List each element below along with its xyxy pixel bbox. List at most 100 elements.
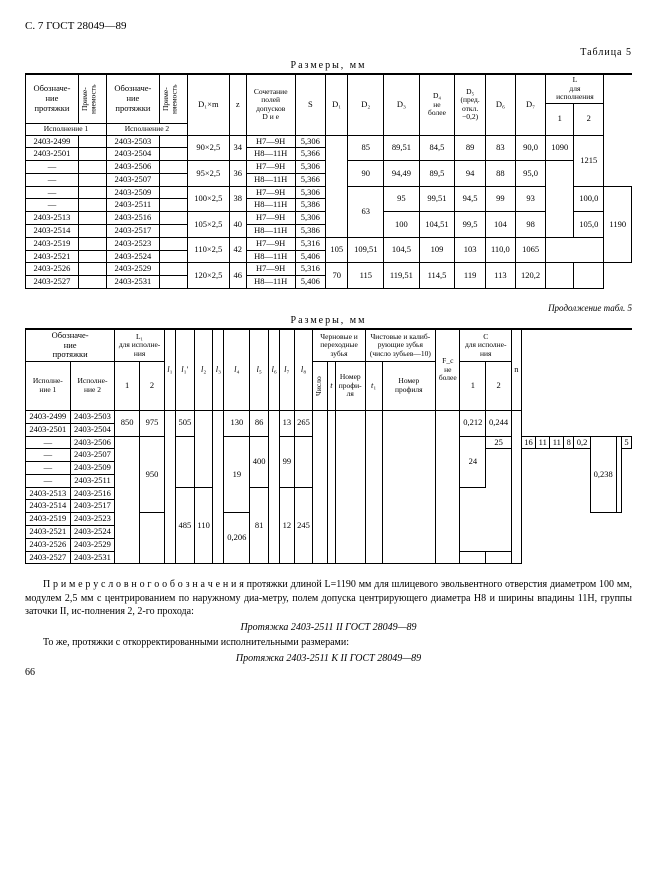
- th-soch: СочетаниеполейдопусковD и e: [246, 74, 295, 135]
- th-n1: 1: [546, 103, 574, 135]
- cell: —: [26, 462, 71, 475]
- cell: 5,386: [295, 199, 325, 212]
- cell: 8: [564, 436, 574, 449]
- cell: 2403-2506: [70, 436, 115, 449]
- th-d6: D₆: [485, 74, 515, 135]
- cell: [335, 411, 365, 564]
- cell: [159, 276, 187, 289]
- cell: 2403-2499: [26, 411, 71, 424]
- cell: 5,306: [295, 186, 325, 199]
- cell: [365, 411, 382, 564]
- cell: 94: [455, 161, 486, 187]
- cell: 5: [621, 436, 631, 449]
- cell: 93: [515, 186, 545, 212]
- cell: 2403-2506: [106, 161, 159, 174]
- cell: 46: [229, 263, 246, 289]
- cell: 2403-2529: [106, 263, 159, 276]
- cell: [486, 551, 512, 564]
- cell: 2403-2501: [26, 148, 79, 161]
- cell: 0,212: [460, 411, 486, 437]
- cell: H7—9H: [246, 186, 295, 199]
- cell: [164, 411, 175, 564]
- cell: 2403-2503: [106, 135, 159, 148]
- cell: 110×2,5: [187, 237, 229, 263]
- cell: [140, 513, 165, 564]
- table-5a: Обозначе-ниепротяжки Приме-няемость Обоз…: [25, 73, 632, 289]
- cell: 84,5: [419, 135, 455, 161]
- cell: 16: [521, 436, 535, 449]
- cell: [78, 148, 106, 161]
- th2-t: t: [328, 362, 336, 411]
- th-isp2: Исполнение 2: [106, 124, 187, 136]
- cell: 99: [280, 436, 294, 487]
- cell: 36: [229, 161, 246, 187]
- cell: 2403-2513: [26, 487, 71, 500]
- cell: —: [26, 173, 79, 186]
- cell: 120×2,5: [187, 263, 229, 289]
- th2-l3: l₃: [213, 329, 224, 411]
- th2-nprof: Номерпрофи-ля: [335, 362, 365, 411]
- cell: [328, 411, 336, 564]
- cell: 2403-2507: [70, 449, 115, 462]
- footer-p2a: То же, протяжки с откорректированными ис…: [25, 636, 632, 650]
- cell: 2403-2519: [26, 513, 71, 526]
- cell: 2403-2509: [70, 462, 115, 475]
- cell: 2403-2503: [70, 411, 115, 424]
- cell: 5,316: [295, 263, 325, 276]
- cell: 100,0: [574, 186, 604, 212]
- cell: 120,2: [515, 263, 545, 289]
- th-isp1: Исполнение 1: [26, 124, 107, 136]
- cell: H8—11H: [246, 199, 295, 212]
- cell: 2403-2526: [26, 538, 71, 551]
- cell: 265: [294, 411, 313, 437]
- cell: 86: [250, 411, 269, 437]
- cell: 94,5: [455, 186, 486, 212]
- cell: 13: [280, 411, 294, 437]
- table-5b: Обозначе-ниепротяжки L₁для исполне-ния l…: [25, 328, 632, 564]
- cell: H8—11H: [246, 250, 295, 263]
- cell: [78, 135, 106, 148]
- cell: 2403-2531: [70, 551, 115, 564]
- th2-n2a: 2: [140, 362, 165, 411]
- footer-p1b: Протяжка 2403-2511 II ГОСТ 28049—89: [25, 621, 632, 635]
- th2-cfor: Cдля исполне-ния: [460, 329, 511, 362]
- th2-l1: l₁: [164, 329, 175, 411]
- cell: 2403-2524: [106, 250, 159, 263]
- th2-cher: Черновые ипереходныезубья: [313, 329, 365, 362]
- th2-l8: l₈: [294, 329, 313, 411]
- cell: 89: [455, 135, 486, 161]
- table-row: 2403-24992403-250385097550513086132650,2…: [26, 411, 632, 424]
- th-z: z: [229, 74, 246, 135]
- th-obozn2: Обозначе-ниепротяжки: [106, 74, 159, 124]
- cell: 89,51: [384, 135, 419, 161]
- cell: [159, 263, 187, 276]
- cell: 109: [419, 237, 455, 263]
- cell: 0,2: [574, 436, 591, 449]
- th2-t1: t₁: [365, 362, 382, 411]
- cell: 485: [175, 487, 194, 564]
- cell: 2403-2527: [26, 551, 71, 564]
- th2-nprof1: Номерпрофиля: [382, 362, 435, 411]
- cell: [78, 212, 106, 225]
- th2-l5: l₅: [250, 329, 269, 411]
- page-number: 66: [25, 667, 632, 678]
- cell: —: [26, 449, 71, 462]
- cell: [326, 135, 348, 237]
- cell: 103: [455, 237, 486, 263]
- cell: 2403-2526: [26, 263, 79, 276]
- th-d4: D₄неболее: [419, 74, 455, 135]
- cell: [78, 263, 106, 276]
- cell: 99: [485, 186, 515, 212]
- cell: 110: [194, 487, 213, 564]
- th2-l4: l₄: [224, 329, 250, 411]
- th2-chist: Чистовые и калиб-рующие зубья(число зубь…: [365, 329, 435, 362]
- cell: [159, 212, 187, 225]
- cell: [78, 173, 106, 186]
- cell: 2403-2504: [106, 148, 159, 161]
- th-dm: D₁×m: [187, 74, 229, 135]
- table-5-cont-label: Продолжение табл. 5: [25, 303, 632, 313]
- table-row: 2403-25192403-2523110×2,542H7—9H5,316105…: [26, 237, 632, 250]
- cell: 975: [140, 411, 165, 437]
- th2-n1a: 1: [115, 362, 140, 411]
- cell: 110,0: [485, 237, 515, 263]
